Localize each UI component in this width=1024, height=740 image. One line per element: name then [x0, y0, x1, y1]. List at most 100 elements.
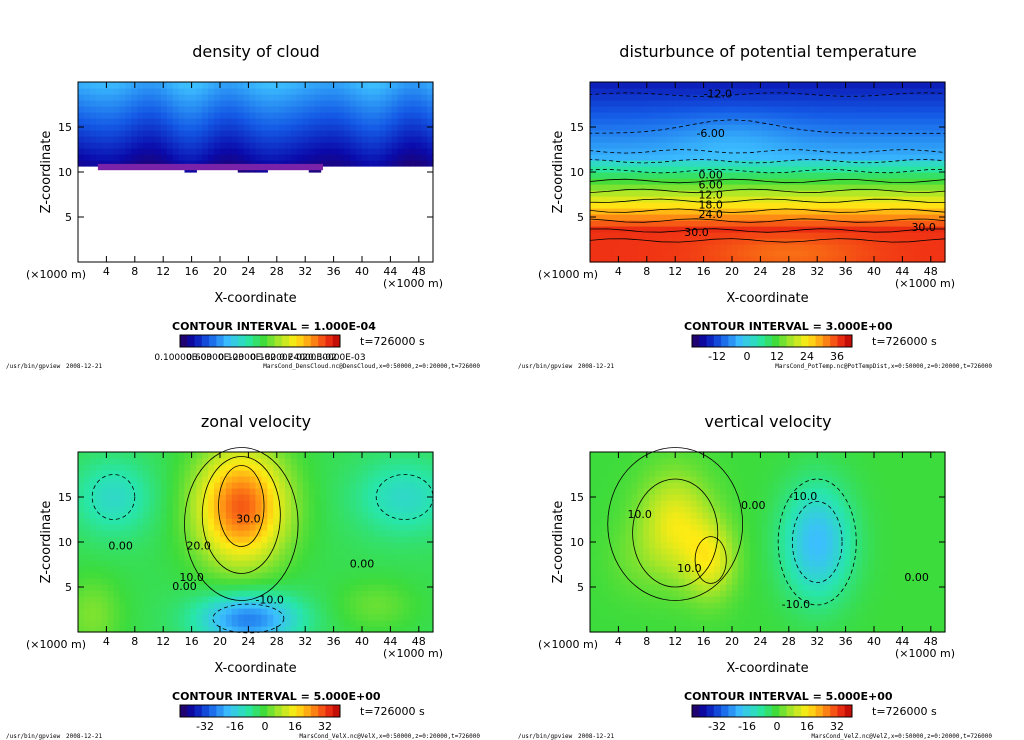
field-cell [385, 608, 393, 615]
field-cell [391, 124, 399, 131]
contour-label: 24.0 [698, 208, 723, 221]
field-cell [160, 124, 168, 131]
field-cell [362, 160, 369, 167]
field-cell [637, 190, 644, 197]
field-cell [601, 190, 609, 197]
field-cell [172, 130, 180, 137]
field-cell [379, 452, 387, 459]
field-cell [326, 608, 334, 615]
field-cell [166, 154, 174, 161]
field-cell [637, 214, 644, 221]
field-cell [915, 220, 922, 227]
field-cell [385, 566, 393, 573]
field-cell [619, 124, 627, 131]
field-cell [273, 142, 280, 149]
field-cell [708, 256, 715, 263]
field-cell [137, 112, 144, 119]
field-cell [619, 106, 627, 113]
field-cell [661, 256, 668, 263]
field-cell [385, 458, 393, 465]
field-cell [143, 560, 150, 567]
field-cell [726, 106, 733, 113]
field-cell [190, 524, 197, 531]
field-cell [273, 614, 280, 621]
field-cell [625, 160, 633, 167]
field-cell [231, 530, 239, 537]
colorbar-segment [699, 335, 708, 347]
field-cell [897, 118, 905, 125]
field-cell [927, 232, 934, 239]
field-cell [196, 596, 203, 603]
field-cell [243, 142, 251, 149]
field-cell [379, 548, 387, 555]
contour-line [589, 168, 946, 174]
field-cell [613, 488, 621, 495]
field-cell [874, 226, 881, 233]
field-cell [137, 602, 144, 609]
field-cell [137, 458, 144, 465]
field-cell [137, 482, 144, 489]
field-cell [672, 118, 680, 125]
field-cell [190, 494, 197, 501]
field-cell [362, 536, 369, 543]
chart-title: density of cloud [192, 42, 320, 61]
field-cell [933, 88, 940, 95]
field-cell [137, 590, 144, 597]
field-cell [619, 220, 627, 227]
field-cell [767, 160, 775, 167]
field-cell [83, 160, 91, 167]
field-cell [773, 100, 780, 107]
field-cell [427, 106, 434, 113]
field-cell [367, 136, 375, 143]
field-cell [190, 500, 197, 507]
field-cell [696, 172, 704, 179]
field-cell [273, 560, 280, 567]
field-cell [350, 88, 357, 95]
field-cell [178, 608, 186, 615]
field-cell [107, 118, 115, 125]
field-cell [107, 554, 115, 561]
field-cell [595, 244, 603, 251]
field-cell [655, 148, 662, 155]
field-cell [856, 124, 863, 131]
field-cell [362, 602, 369, 609]
field-cell [202, 494, 209, 501]
field-cell [397, 500, 405, 507]
field-cell [285, 124, 292, 131]
field-cell [761, 154, 769, 161]
x-tick-label: 48 [412, 635, 426, 648]
field-cell [720, 250, 727, 257]
field-cell [202, 614, 209, 621]
field-cell [237, 512, 245, 519]
colorbar-segment [742, 335, 751, 347]
field-cell [184, 500, 192, 507]
field-cell [344, 494, 351, 501]
field-cell [607, 482, 615, 489]
field-cell [119, 608, 126, 615]
field-cell [649, 88, 656, 95]
field-cell [761, 94, 769, 101]
field-cell [101, 626, 109, 633]
colorbar-segment [289, 705, 297, 717]
field-cell [83, 458, 91, 465]
footer-file: MarsCond_DensCloud.nc@DensCloud,x=0:5000… [263, 363, 480, 370]
field-cell [619, 602, 627, 609]
field-cell [427, 476, 434, 483]
field-cell [255, 142, 263, 149]
field-cell [78, 100, 85, 107]
field-cell [797, 256, 804, 263]
field-cell [678, 106, 686, 113]
field-cell [143, 572, 150, 579]
field-cell [273, 578, 280, 585]
field-cell [291, 590, 298, 597]
field-cell [249, 506, 257, 513]
field-cell [326, 142, 334, 149]
field-cell [225, 494, 233, 501]
field-cell [421, 626, 428, 633]
field-cell [160, 106, 168, 113]
field-cell [391, 506, 399, 513]
field-cell [897, 100, 905, 107]
field-cell [196, 482, 203, 489]
field-cell [95, 94, 103, 101]
field-cell [690, 196, 698, 203]
